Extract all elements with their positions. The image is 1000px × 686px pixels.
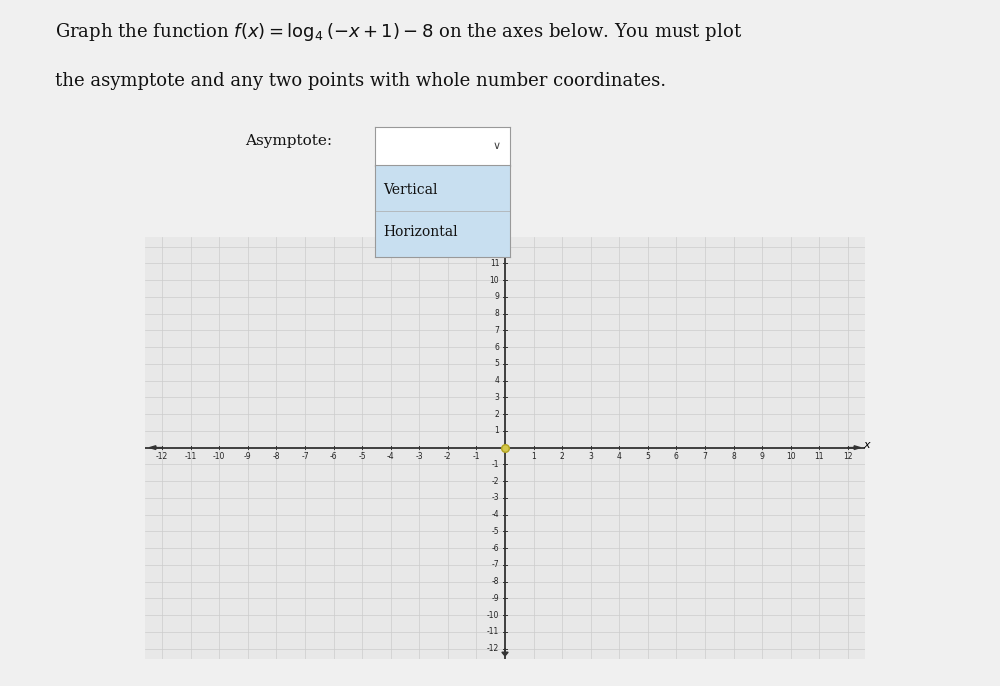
Text: -1: -1 xyxy=(492,460,499,469)
Text: -9: -9 xyxy=(244,452,252,461)
Text: Asymptote:: Asymptote: xyxy=(245,134,332,147)
Text: -3: -3 xyxy=(492,493,499,502)
Text: Graph the function $f(x) = \log_4(-x+1) - 8$ on the axes below. You must plot: Graph the function $f(x) = \log_4(-x+1) … xyxy=(55,21,742,43)
Text: -5: -5 xyxy=(358,452,366,461)
Text: -11: -11 xyxy=(487,627,499,637)
Text: -7: -7 xyxy=(301,452,309,461)
FancyArrow shape xyxy=(502,648,508,656)
Text: -2: -2 xyxy=(444,452,452,461)
Text: Horizontal: Horizontal xyxy=(383,225,458,239)
Text: 6: 6 xyxy=(674,452,679,461)
Text: 2: 2 xyxy=(560,452,565,461)
Text: 12: 12 xyxy=(843,452,853,461)
Text: -10: -10 xyxy=(213,452,225,461)
Text: 6: 6 xyxy=(494,343,499,352)
Text: 8: 8 xyxy=(495,309,499,318)
Text: -12: -12 xyxy=(487,644,499,653)
Text: 10: 10 xyxy=(786,452,796,461)
Text: 3: 3 xyxy=(494,393,499,402)
Text: -8: -8 xyxy=(273,452,280,461)
Text: ∨: ∨ xyxy=(492,141,501,152)
Text: 12: 12 xyxy=(490,242,499,251)
Text: -11: -11 xyxy=(185,452,197,461)
FancyArrow shape xyxy=(502,239,508,247)
Text: 5: 5 xyxy=(494,359,499,368)
Text: 8: 8 xyxy=(731,452,736,461)
Text: -6: -6 xyxy=(330,452,337,461)
Text: 7: 7 xyxy=(703,452,707,461)
Text: -4: -4 xyxy=(387,452,395,461)
Text: 5: 5 xyxy=(645,452,650,461)
Text: the asymptote and any two points with whole number coordinates.: the asymptote and any two points with wh… xyxy=(55,72,666,90)
Text: 9: 9 xyxy=(494,292,499,301)
Text: -12: -12 xyxy=(156,452,168,461)
Text: x: x xyxy=(864,440,870,449)
Text: -5: -5 xyxy=(492,527,499,536)
Text: -1: -1 xyxy=(473,452,480,461)
Text: -10: -10 xyxy=(487,611,499,619)
Text: 10: 10 xyxy=(490,276,499,285)
Text: -3: -3 xyxy=(415,452,423,461)
Text: 1: 1 xyxy=(531,452,536,461)
Text: 11: 11 xyxy=(815,452,824,461)
Text: 1: 1 xyxy=(495,427,499,436)
Text: 9: 9 xyxy=(760,452,765,461)
Text: -2: -2 xyxy=(492,477,499,486)
FancyArrow shape xyxy=(150,446,162,449)
Text: -4: -4 xyxy=(492,510,499,519)
Text: 4: 4 xyxy=(617,452,622,461)
Text: 4: 4 xyxy=(494,376,499,385)
Text: 11: 11 xyxy=(490,259,499,268)
Text: -7: -7 xyxy=(492,560,499,569)
Text: Vertical: Vertical xyxy=(383,182,438,197)
Text: 3: 3 xyxy=(588,452,593,461)
Text: -6: -6 xyxy=(492,543,499,552)
Text: -8: -8 xyxy=(492,577,499,586)
Text: 2: 2 xyxy=(495,410,499,418)
Text: -9: -9 xyxy=(492,594,499,603)
FancyArrow shape xyxy=(848,446,860,449)
Text: 7: 7 xyxy=(494,326,499,335)
